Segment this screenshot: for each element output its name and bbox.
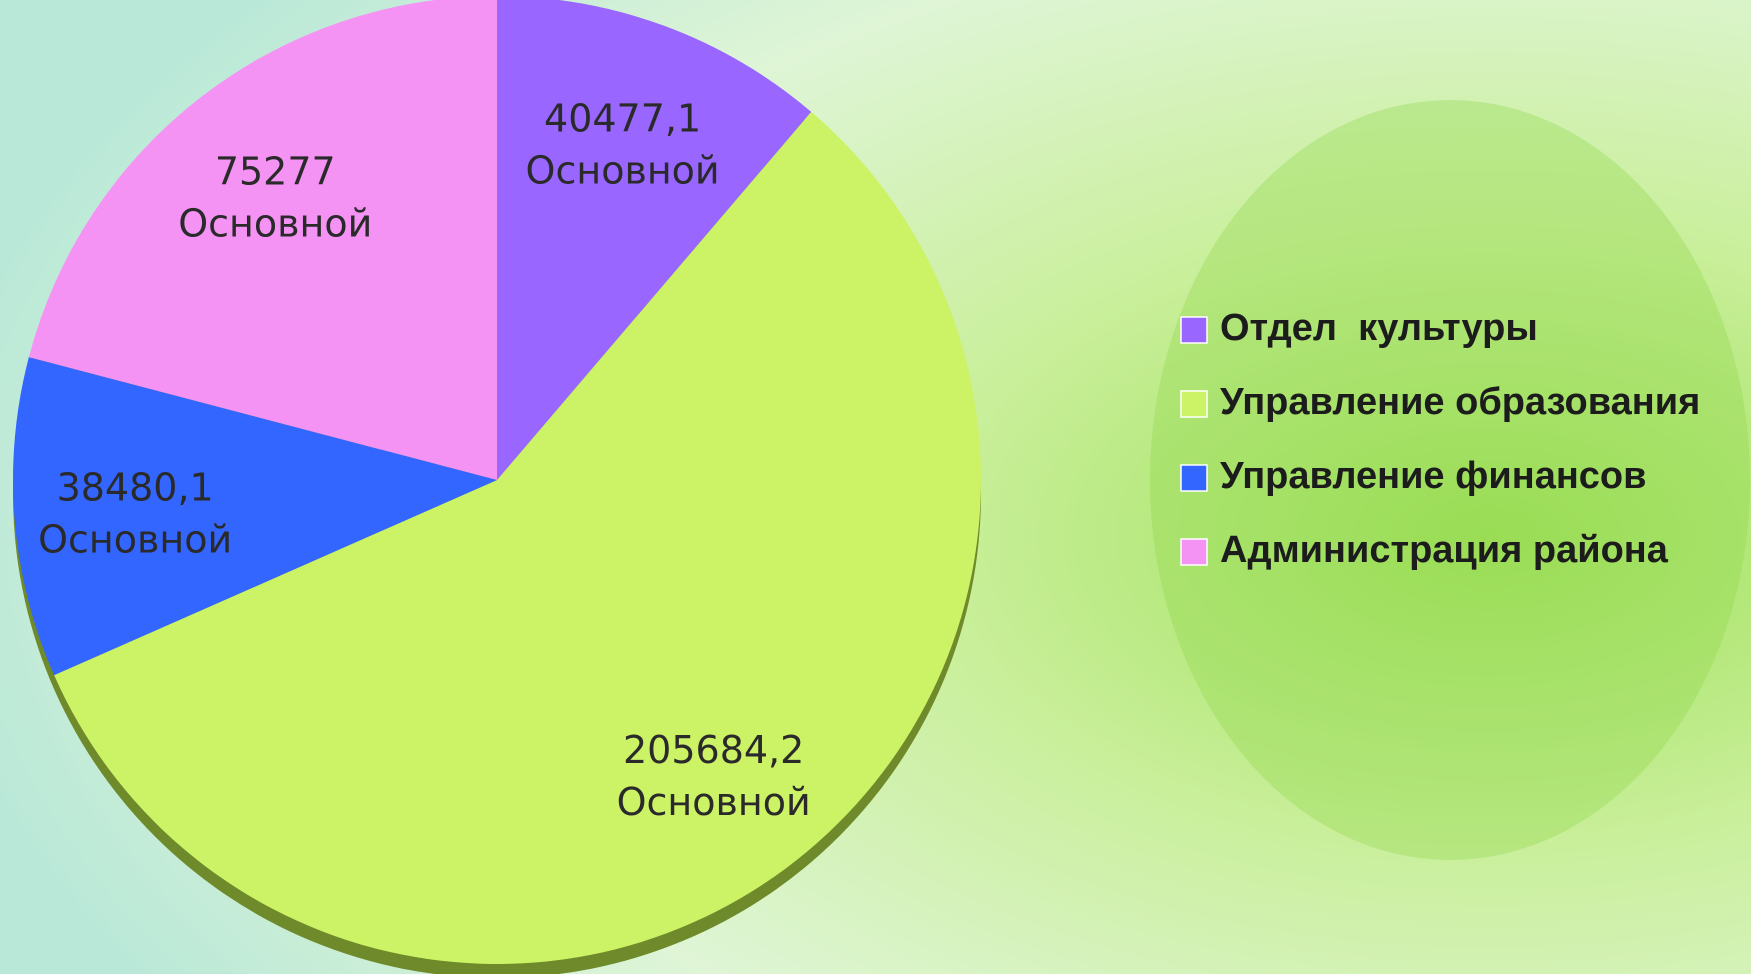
legend-swatch <box>1181 317 1207 343</box>
legend-label: Управление финансов <box>1220 455 1646 497</box>
legend-swatch <box>1181 465 1207 491</box>
legend-label: Управление образования <box>1220 381 1700 423</box>
data-label: 75277 <box>215 150 336 194</box>
legend-swatch <box>1181 539 1207 565</box>
data-label-series: Основной <box>526 148 720 192</box>
data-label: 40477,1 <box>544 96 701 140</box>
legend-label: Администрация района <box>1220 529 1669 571</box>
legend-swatch <box>1181 391 1207 417</box>
data-label-series: Основной <box>617 780 811 824</box>
page: {"chart_data": {"type": "pie", "categori… <box>0 0 1751 974</box>
data-label-series: Основной <box>38 518 232 562</box>
pie: 40477,1 Основной 205684,2 Основной 38480,1 Ос… <box>13 0 981 964</box>
chart: 40477,1 Основной 205684,2 Основной 38480,1 Ос… <box>0 0 1751 974</box>
legend-label: Отдел культуры <box>1220 307 1538 349</box>
data-label: 205684,2 <box>623 728 804 772</box>
data-label-series: Основной <box>178 202 372 246</box>
data-label: 38480,1 <box>57 466 214 510</box>
